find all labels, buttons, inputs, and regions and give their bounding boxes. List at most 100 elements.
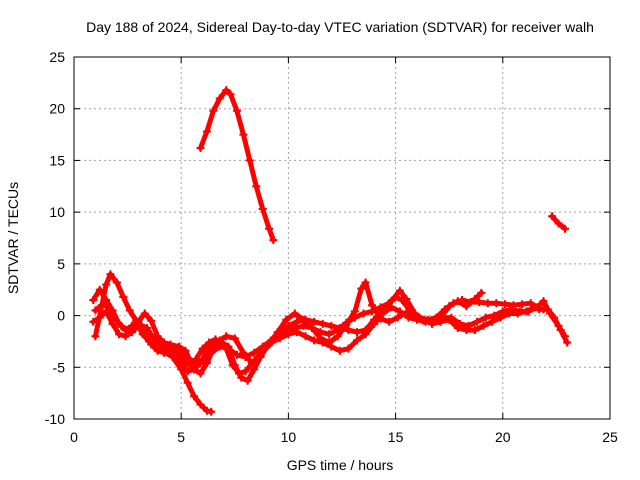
data-point: [205, 338, 214, 347]
data-point: [462, 302, 471, 311]
data-point: [301, 315, 310, 324]
data-point: [310, 317, 319, 326]
series-track-high-arc: [196, 86, 278, 245]
data-point: [106, 270, 115, 279]
data-point: [241, 367, 250, 376]
data-point: [453, 323, 462, 332]
data-point: [209, 106, 218, 115]
data-point: [419, 315, 428, 324]
y-axis-label: SDTVAR / TECUs: [5, 182, 21, 294]
data-point: [243, 376, 252, 385]
data-point: [95, 285, 104, 294]
label-layer: Day 188 of 2024, Sidereal Day-to-day VTE…: [5, 19, 618, 473]
data-point: [479, 321, 488, 330]
data-point: [481, 313, 490, 322]
data-point: [241, 352, 250, 361]
data-point: [357, 284, 366, 293]
data-point: [252, 182, 261, 191]
data-point: [153, 332, 162, 341]
data-point: [453, 297, 462, 306]
data-point: [284, 321, 293, 330]
data-point: [530, 303, 539, 312]
data-point: [226, 90, 235, 99]
data-point: [190, 392, 199, 401]
data-point: [545, 309, 554, 318]
data-point: [258, 205, 267, 214]
data-point: [395, 307, 404, 316]
data-point: [164, 342, 173, 351]
data-point: [522, 307, 531, 316]
data-point: [196, 144, 205, 153]
data-point: [89, 317, 98, 326]
data-point: [140, 328, 149, 337]
series-line: [157, 288, 546, 366]
data-point: [473, 317, 482, 326]
data-point: [554, 219, 563, 228]
data-point: [327, 342, 336, 351]
data-point: [245, 156, 254, 165]
data-point: [333, 332, 342, 341]
data-point: [258, 342, 267, 351]
data-point: [361, 326, 370, 335]
data-point: [207, 348, 216, 357]
data-point: [95, 313, 104, 322]
data-point: [284, 330, 293, 339]
data-point: [513, 309, 522, 318]
data-point: [97, 301, 106, 310]
series-track-late-short: [548, 212, 569, 233]
data-point: [232, 106, 241, 115]
data-point: [428, 319, 437, 328]
data-point: [147, 316, 156, 325]
series-track-main-c: [89, 297, 569, 378]
data-point: [563, 338, 572, 347]
data-point: [108, 306, 117, 315]
data-point: [102, 296, 111, 305]
data-point: [207, 407, 216, 416]
data-point: [368, 301, 377, 310]
data-point: [560, 332, 569, 341]
data-point: [496, 313, 505, 322]
data-point: [483, 299, 492, 308]
y-tick-label: 5: [57, 256, 65, 272]
data-point: [91, 332, 100, 341]
data-point: [344, 326, 353, 335]
data-point: [492, 299, 501, 308]
data-point: [410, 309, 419, 318]
data-point: [112, 278, 121, 287]
data-point: [327, 321, 336, 330]
y-tick-label: 20: [49, 101, 65, 117]
data-point: [378, 305, 387, 314]
data-point: [488, 317, 497, 326]
data-point: [387, 297, 396, 306]
data-point: [196, 400, 205, 409]
data-point: [215, 342, 224, 351]
data-point: [89, 296, 98, 305]
data-point: [539, 305, 548, 314]
data-point: [222, 86, 231, 95]
data-point: [209, 340, 218, 349]
data-point: [554, 321, 563, 330]
data-point: [318, 338, 327, 347]
data-point: [370, 315, 379, 324]
x-tick-label: 15: [388, 429, 404, 445]
data-point: [445, 302, 454, 311]
data-point: [292, 317, 301, 326]
data-point: [385, 317, 394, 326]
data-point: [275, 330, 284, 339]
data-point: [239, 130, 248, 139]
data-point: [325, 330, 334, 339]
data-point: [445, 315, 454, 324]
x-tick-label: 0: [70, 429, 78, 445]
data-point: [250, 348, 259, 357]
data-point: [168, 351, 177, 360]
data-point: [539, 297, 548, 306]
data-point: [344, 344, 353, 353]
data-point: [470, 295, 479, 304]
series-track-main-d: [155, 286, 548, 368]
data-point: [359, 309, 368, 318]
data-point: [310, 336, 319, 345]
data-point: [307, 323, 316, 332]
data-point: [115, 330, 124, 339]
chart-title: Day 188 of 2024, Sidereal Day-to-day VTE…: [86, 19, 594, 35]
